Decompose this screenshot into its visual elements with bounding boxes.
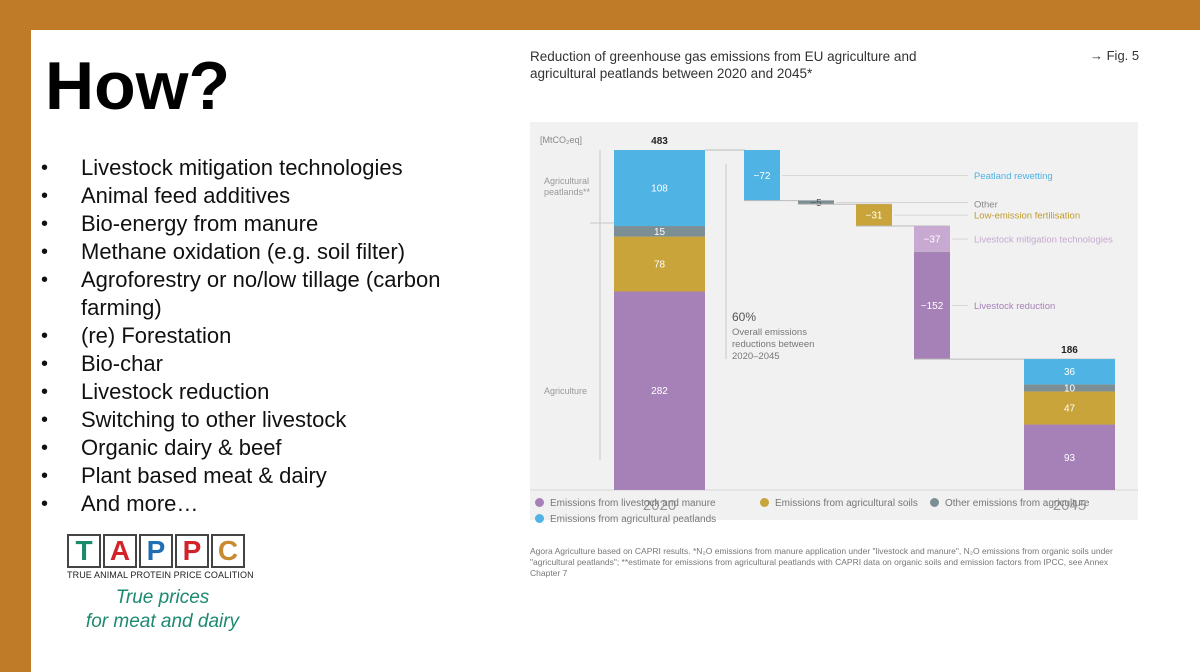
- x-axis-label: 2020: [643, 497, 676, 514]
- step-value-label: −31: [866, 211, 883, 222]
- legend-item: Emissions from livestock and manure: [535, 498, 716, 509]
- data-label: 108: [651, 184, 668, 195]
- chart-area: [MtCO₂eq] 282 78 15 108 483 2020 Agricultural pe…: [530, 92, 1138, 525]
- legend-label: Emissions from agricultural peatlands: [550, 514, 717, 525]
- step-value-label: −152: [921, 301, 944, 312]
- logo-subtitle: TRUE ANIMAL PROTEIN PRICE COALITION: [67, 570, 254, 580]
- step-label: Livestock mitigation technologies: [974, 235, 1113, 246]
- step-value-label: −5: [810, 198, 822, 209]
- tagline: True prices for meat and dairy: [65, 586, 260, 634]
- waterfall-step-bar: [744, 150, 780, 201]
- annotation-percent: 60%: [732, 310, 756, 324]
- logo-letter: P: [139, 534, 173, 568]
- bullet-item: (re) Forestation: [41, 322, 511, 350]
- bullet-item: Bio-energy from manure: [41, 210, 511, 238]
- legend-label: Other emissions from agriculture: [945, 498, 1090, 509]
- unit-label: [MtCO₂eq]: [540, 135, 582, 145]
- data-label: 282: [651, 386, 668, 397]
- bar-segment: [1024, 424, 1115, 490]
- annotation-text: reductions between: [732, 339, 814, 350]
- legend-swatch: [535, 498, 544, 507]
- bullet-item: Animal feed additives: [41, 182, 511, 210]
- legend-item: Emissions from agricultural peatlands: [535, 514, 716, 525]
- figure-label: → Fig. 5: [1090, 48, 1140, 63]
- logo-letter: A: [103, 534, 137, 568]
- chart-footnote: Agora Agriculture based on CAPRI results…: [530, 546, 1113, 578]
- bullet-item: Switching to other livestock: [41, 406, 511, 434]
- data-label: 47: [1064, 403, 1076, 414]
- legend-swatch: [930, 498, 939, 507]
- data-label: 93: [1064, 453, 1076, 464]
- bar-segment: [614, 236, 705, 292]
- bar-segment: [1024, 384, 1115, 392]
- bullet-item: Agroforestry or no/low tillage (carbon f…: [41, 266, 511, 322]
- data-label: 10: [1064, 383, 1076, 394]
- x-axis-label: 2045: [1053, 497, 1086, 514]
- tagline-line1: True prices: [115, 587, 210, 608]
- slide-title: How?: [45, 48, 231, 124]
- bullet-item: Livestock reduction: [41, 378, 511, 406]
- step-label: Other: [974, 199, 998, 210]
- waterfall-step-bar: [914, 252, 950, 360]
- logo-letter: T: [67, 534, 101, 568]
- step-label: Low-emission fertilisation: [974, 211, 1080, 222]
- total-label: 483: [651, 136, 668, 147]
- legend-swatch: [535, 514, 544, 523]
- step-label: Peatland rewetting: [974, 171, 1053, 182]
- bullet-item: Bio-char: [41, 350, 511, 378]
- annotation-text: 2020–2045: [732, 351, 780, 362]
- bullet-item: Organic dairy & beef: [41, 434, 511, 462]
- step-label: Livestock reduction: [974, 301, 1055, 312]
- data-label: 15: [654, 227, 666, 238]
- bar-segment: [1024, 391, 1115, 425]
- bar-segment: [614, 226, 705, 237]
- legend-swatch: [760, 498, 769, 507]
- chart-title-line2: agricultural peatlands between 2020 and …: [530, 66, 813, 81]
- waterfall-step-bar: [914, 226, 950, 253]
- logo-letter: P: [175, 534, 209, 568]
- bullet-item: Livestock mitigation technologies: [41, 154, 511, 182]
- annotation-text: Overall emissions: [732, 327, 807, 338]
- bullet-item: Methane oxidation (e.g. soil filter): [41, 238, 511, 266]
- tagline-line2: for meat and dairy: [85, 611, 240, 632]
- legend-item: Other emissions from agriculture: [930, 498, 1090, 509]
- bar-segment: [1024, 359, 1115, 385]
- data-label: 36: [1064, 367, 1076, 378]
- waterfall-step-bar: [798, 200, 834, 205]
- bullet-list: Livestock mitigation technologiesAnimal …: [41, 154, 511, 518]
- legend-label: Emissions from agricultural soils: [775, 498, 918, 509]
- step-value-label: −72: [754, 171, 771, 182]
- chart-title-line1: Reduction of greenhouse gas emissions fr…: [530, 49, 917, 64]
- step-value-label: −37: [924, 235, 941, 246]
- bar-segment: [614, 291, 705, 490]
- group-label: Agricultural: [544, 176, 589, 186]
- data-label: 78: [654, 260, 666, 271]
- bullet-item: Plant based meat & dairy: [41, 462, 511, 490]
- waterfall-chart: [MtCO₂eq] 282 78 15 108 483 2020 Agriculturalpe…: [530, 122, 1138, 520]
- legend-item: Emissions from agricultural soils: [760, 498, 918, 509]
- chart-title: Reduction of greenhouse gas emissions fr…: [530, 48, 970, 82]
- group-label: peatlands**: [544, 187, 591, 197]
- legend-label: Emissions from livestock and manure: [550, 498, 716, 509]
- bar-segment: [614, 150, 705, 227]
- waterfall-step-bar: [856, 204, 892, 227]
- bullet-item: And more…: [41, 490, 511, 518]
- group-label: Agriculture: [544, 386, 587, 396]
- logo-letter: C: [211, 534, 245, 568]
- total-label: 186: [1061, 345, 1078, 356]
